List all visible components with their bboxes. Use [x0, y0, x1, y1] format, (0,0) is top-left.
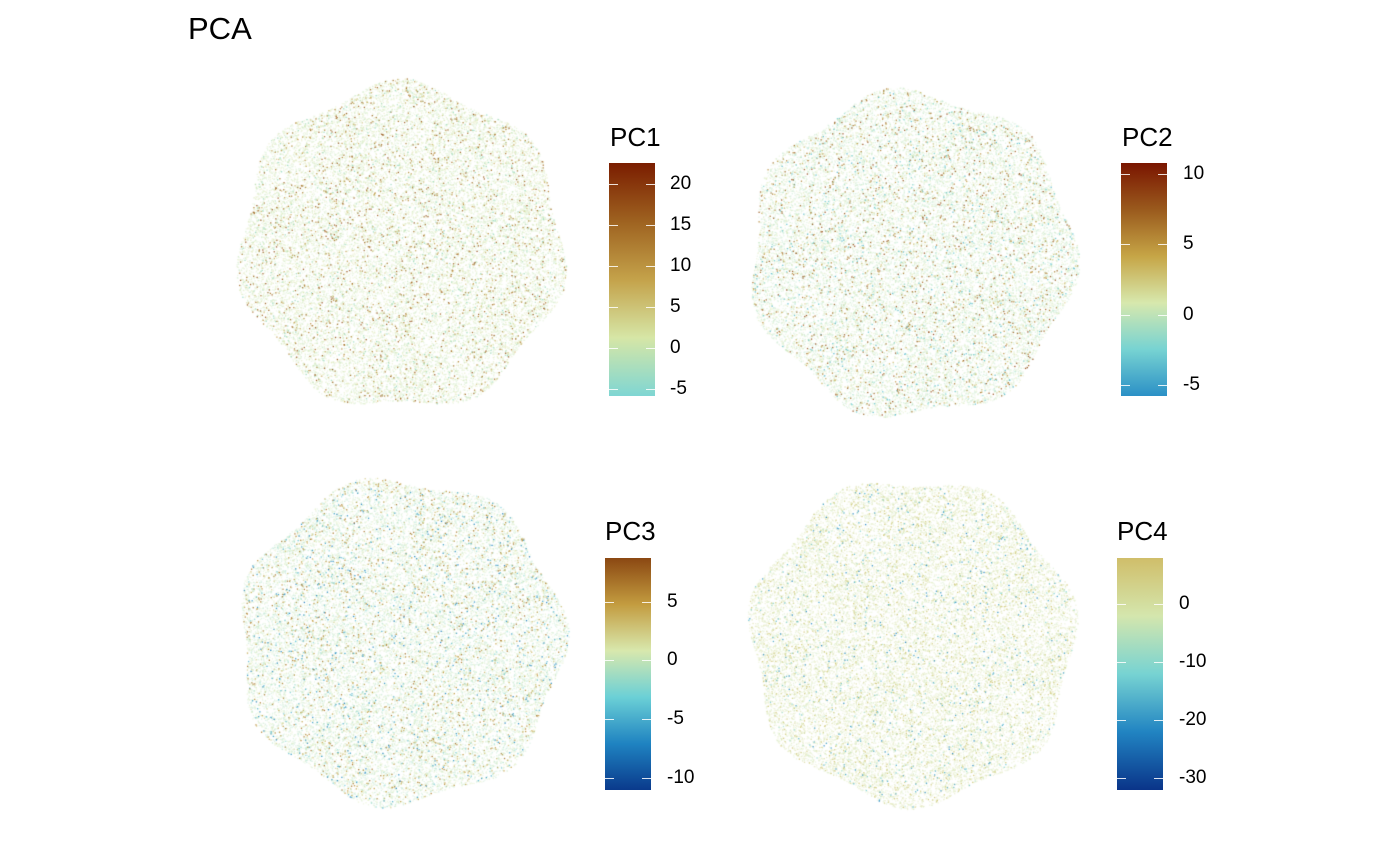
colorbar-tick-mark — [1158, 384, 1167, 386]
colorbar-tick-mark — [1154, 662, 1163, 664]
colorbar-tick-label: 0 — [667, 649, 678, 671]
colorbar-tick-label: -5 — [1183, 373, 1200, 395]
colorbar-tick-label: 10 — [670, 254, 692, 276]
colorbar-tick-mark — [642, 778, 651, 780]
colorbar — [609, 163, 655, 396]
page-title: PCA — [188, 11, 252, 46]
colorbar-tick-mark — [1158, 174, 1167, 176]
colorbar-tick-mark — [609, 307, 618, 309]
legend-title: PC3 — [605, 516, 656, 546]
colorbar-tick-mark — [642, 719, 651, 721]
legend-title: PC4 — [1117, 516, 1168, 546]
colorbar-tick-mark — [609, 224, 618, 226]
spatial-spots-pc1 — [230, 75, 572, 417]
colorbar-tick-mark — [1121, 314, 1130, 316]
colorbar-tick-label: 0 — [670, 337, 681, 359]
colorbar-tick-label: 10 — [1183, 163, 1205, 185]
colorbar-tick-mark — [605, 660, 614, 662]
colorbar-tick-mark — [1121, 244, 1130, 246]
colorbar-tick-mark — [646, 183, 655, 185]
spatial-spots-pc4 — [741, 470, 1083, 812]
colorbar-tick-mark — [609, 265, 618, 267]
colorbar-tick-mark — [646, 265, 655, 267]
colorbar-tick-mark — [605, 601, 614, 603]
colorbar-tick-label: -20 — [1179, 709, 1207, 731]
colorbar-tick-mark — [1154, 720, 1163, 722]
colorbar-tick-label: -10 — [1179, 651, 1207, 673]
colorbar-tick-mark — [609, 389, 618, 391]
colorbar-tick-label: 5 — [1183, 233, 1194, 255]
colorbar-tick-mark — [1121, 174, 1130, 176]
legend-title: PC1 — [610, 122, 661, 152]
colorbar-tick-label: 0 — [1179, 593, 1190, 615]
colorbar-tick-mark — [605, 719, 614, 721]
spatial-spots-pc3 — [230, 470, 572, 812]
colorbar-tick-mark — [1121, 384, 1130, 386]
colorbar-tick-mark — [1158, 314, 1167, 316]
colorbar-tick-label: -30 — [1179, 767, 1207, 789]
spatial-spots-pc2 — [741, 83, 1083, 425]
colorbar-tick-mark — [646, 307, 655, 309]
colorbar-tick-label: 0 — [1183, 303, 1194, 325]
colorbar-tick-mark — [605, 778, 614, 780]
colorbar-tick-mark — [609, 183, 618, 185]
colorbar-tick-label: 15 — [670, 213, 692, 235]
colorbar-tick-mark — [1117, 604, 1126, 606]
colorbar-tick-mark — [646, 348, 655, 350]
colorbar-tick-mark — [1117, 662, 1126, 664]
colorbar-tick-label: 5 — [667, 590, 678, 612]
colorbar-tick-mark — [642, 660, 651, 662]
legend-title: PC2 — [1122, 122, 1173, 152]
colorbar-tick-mark — [646, 224, 655, 226]
colorbar-tick-mark — [609, 348, 618, 350]
colorbar-tick-mark — [1158, 244, 1167, 246]
colorbar-tick-mark — [1117, 778, 1126, 780]
colorbar — [1117, 558, 1163, 790]
colorbar-tick-mark — [642, 601, 651, 603]
colorbar — [605, 558, 651, 790]
colorbar-tick-mark — [1154, 778, 1163, 780]
colorbar-tick-mark — [646, 389, 655, 391]
colorbar-tick-label: -5 — [667, 708, 684, 730]
colorbar-tick-label: -5 — [670, 378, 687, 400]
colorbar-tick-label: -10 — [667, 767, 695, 789]
colorbar-tick-mark — [1154, 604, 1163, 606]
colorbar-tick-label: 5 — [670, 296, 681, 318]
colorbar — [1121, 163, 1167, 396]
colorbar-tick-label: 20 — [670, 172, 692, 194]
colorbar-tick-mark — [1117, 720, 1126, 722]
